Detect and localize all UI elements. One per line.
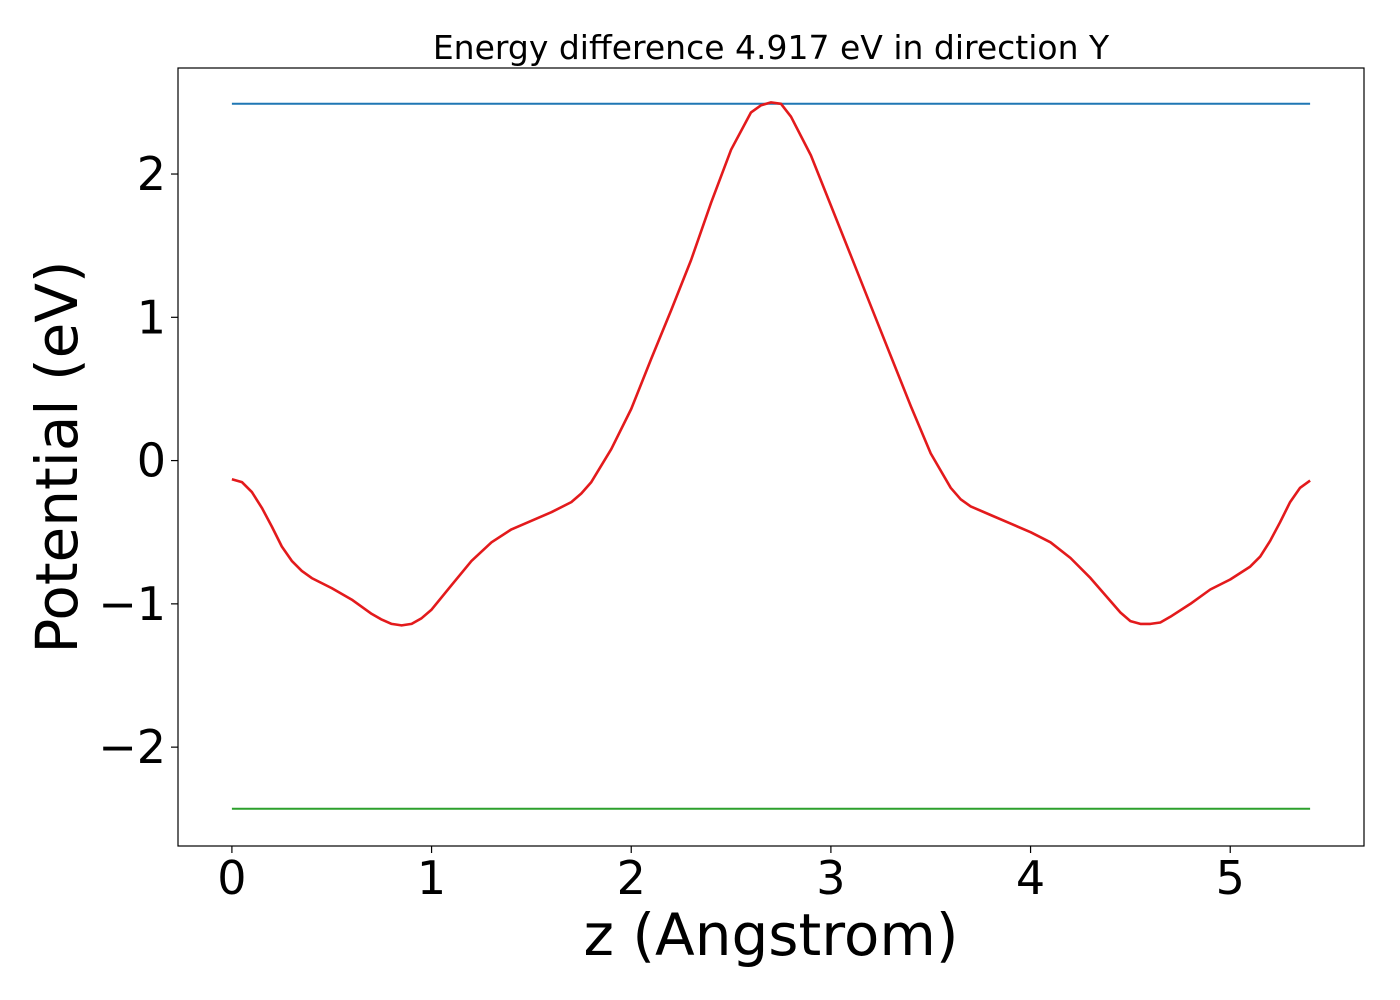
y-axis-label: Potential (eV)	[23, 260, 91, 653]
series-layer	[231, 101, 1311, 810]
x-tick-label: 3	[816, 851, 845, 905]
x-tick-label: 4	[1016, 851, 1045, 905]
x-axis-label: z (Angstrom)	[584, 901, 959, 969]
y-tick-label: 2	[137, 147, 166, 201]
y-axis-ticks: −2 −1 0 1 2	[98, 147, 178, 774]
y-tick-label: 1	[137, 290, 166, 344]
x-tick-label: 5	[1216, 851, 1245, 905]
y-tick-label: 0	[137, 434, 166, 488]
x-tick-label: 1	[417, 851, 446, 905]
y-tick-label: −2	[98, 720, 166, 774]
x-tick-label: 0	[217, 851, 246, 905]
plot-frame	[177, 67, 1365, 847]
x-axis-ticks: 0 1 2 3 4 5	[217, 846, 1245, 905]
chart-title: Energy difference 4.917 eV in direction …	[433, 28, 1110, 67]
series-line-2	[231, 101, 1311, 627]
x-tick-label: 2	[617, 851, 646, 905]
y-tick-label: −1	[98, 577, 166, 631]
